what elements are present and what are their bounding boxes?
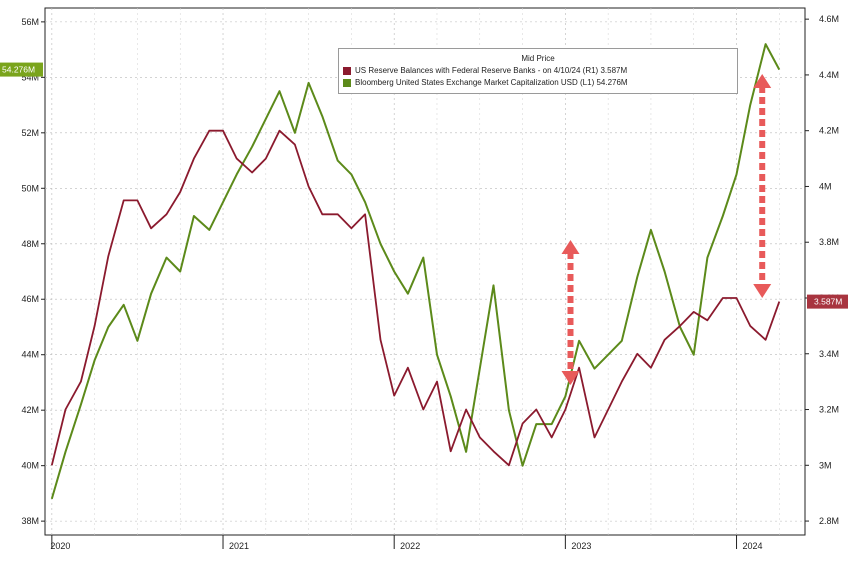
x-tick-label: 2024 (743, 541, 763, 551)
x-tick-label: 2021 (229, 541, 249, 551)
y-left-tick-label: 42M (21, 405, 39, 415)
tag-left-box (0, 62, 43, 77)
legend-label-market-cap: Bloomberg United States Exchange Market … (355, 78, 628, 87)
y-left-tick-label: 56M (21, 17, 39, 27)
legend-entry-market-cap: Bloomberg United States Exchange Market … (343, 78, 737, 87)
legend: Mid Price US Reserve Balances with Feder… (338, 48, 738, 94)
value-tags: 54.276M 3.587M (0, 62, 848, 309)
legend-swatch-market-cap (343, 78, 351, 87)
y-right-tick-label: 4.4M (819, 70, 839, 80)
y-right-tick-label: 4.6M (819, 14, 839, 24)
y-right-tick-label: 3M (819, 460, 832, 470)
series-lines (50, 43, 781, 500)
tag-left-label: 54.276M (2, 65, 35, 75)
legend-entry-reserves: US Reserve Balances with Federal Reserve… (343, 66, 737, 75)
y-right-tick-label: 4M (819, 181, 832, 191)
y-right-tick-label: 4.2M (819, 126, 839, 136)
y-left-tick-label: 50M (21, 183, 39, 193)
y-left-tick-label: 40M (21, 461, 39, 471)
series-line-reserves (50, 129, 781, 467)
x-tick-label: 2020 (50, 541, 70, 551)
y-left-tick-label: 44M (21, 350, 39, 360)
arrow-head-up (753, 74, 772, 88)
x-tick-label: 2023 (571, 541, 591, 551)
series-line-market-cap (50, 43, 781, 500)
y-left-tick-label: 38M (21, 516, 39, 526)
axes: 38M 40M 42M 44M 46M 48M 50M 52M 54M 56M 2.8M 3M 3.2M… (21, 14, 839, 551)
legend-title: Mid Price (521, 54, 555, 63)
legend-swatch-reserves (343, 66, 351, 75)
legend-label-reserves: US Reserve Balances with Federal Reserve… (355, 66, 628, 75)
arrow-2023 (561, 240, 580, 385)
arrow-head-down (753, 284, 772, 298)
tag-left: 54.276M (0, 62, 43, 77)
y-right-tick-label: 3.2M (819, 405, 839, 415)
y-left-tick-label: 54M (21, 72, 39, 82)
tag-right-label: 3.587M (814, 297, 842, 307)
tag-right-box (807, 294, 848, 309)
y-right-tick-label: 3.4M (819, 349, 839, 359)
y-right-tick-label: 2.8M (819, 516, 839, 526)
y-left-tick-label: 46M (21, 294, 39, 304)
tag-right: 3.587M (807, 294, 848, 309)
y-left-tick-label: 48M (21, 239, 39, 249)
arrow-head-down (561, 371, 580, 385)
x-tick-label: 2022 (400, 541, 420, 551)
y-left-tick-label: 52M (21, 128, 39, 138)
arrow-head-up (561, 240, 580, 254)
arrow-2024 (753, 74, 772, 298)
y-right-tick-label: 3.8M (819, 237, 839, 247)
arrows (561, 74, 772, 385)
